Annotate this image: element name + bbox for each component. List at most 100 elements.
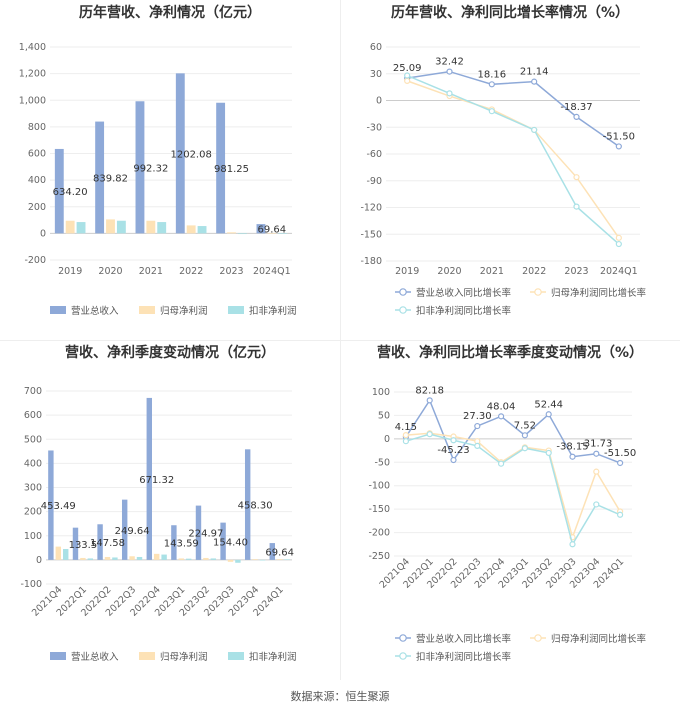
data-point: [474, 442, 481, 449]
legend-label: 归母净利润: [160, 305, 208, 317]
data-point: [521, 445, 528, 452]
y-tick-label: 1,400: [19, 42, 46, 53]
y-tick-label: 300: [24, 483, 42, 494]
data-label: 249.64: [115, 526, 150, 537]
y-tick-label: -90: [366, 176, 382, 187]
data-label: 7.52: [514, 420, 536, 431]
legend-marker: [399, 634, 407, 642]
y-tick-label: 500: [24, 434, 42, 445]
legend-label: 归母净利润: [160, 651, 208, 663]
y-tick-label: 600: [24, 410, 42, 421]
bar: [227, 559, 234, 562]
bar: [186, 558, 192, 560]
annual-amount-svg: 历年营收、净利情况（亿元） -200 0 200 400 600 800 1,000 1,200…: [19, 4, 297, 317]
y-tick-label: 400: [28, 175, 46, 186]
bar: [48, 450, 54, 560]
bar: [97, 524, 103, 560]
y-tick-label: 200: [28, 202, 46, 213]
legend-swatch: [139, 652, 155, 660]
bar: [87, 558, 94, 560]
annual-amount-chart: 历年营收、净利情况（亿元） -200 0 200 400 600 800 1,000 1,200…: [0, 0, 340, 340]
legend-swatch: [50, 652, 66, 660]
data-point: [615, 240, 622, 248]
bar: [76, 222, 86, 234]
bar: [276, 559, 283, 560]
legend: 营业总收入 归母净利润 扣非净利润: [50, 651, 297, 663]
bar: [63, 549, 69, 560]
y-tick-label: -30: [366, 122, 382, 133]
data-label: 18.16: [478, 69, 507, 80]
bar: [256, 224, 266, 234]
legend-swatch: [228, 306, 244, 314]
y-tick-label: -100: [20, 579, 42, 590]
bar: [178, 558, 185, 560]
data-point: [545, 449, 552, 457]
data-point: [488, 81, 495, 88]
legend-marker: [399, 652, 407, 660]
data-point: [593, 450, 600, 457]
bar: [121, 499, 128, 560]
data-point: [450, 456, 457, 464]
data-label: -51.50: [604, 448, 636, 459]
chart-title: 营收、净利季度变动情况（亿元）: [65, 344, 275, 361]
data-point: [426, 397, 433, 404]
legend-marker: [534, 288, 542, 296]
data-label: -38.15: [556, 442, 588, 453]
data-label: 143.59: [164, 539, 199, 550]
data-label: -18.37: [560, 102, 592, 113]
series-line: [407, 70, 620, 148]
x-tick-label: 2019: [395, 266, 419, 277]
x-tick-label: 2022: [179, 266, 203, 277]
annual-growth-svg: 历年营收、净利同比增长率情况（%） -180 -150 -120 -90 -60 -30 0 3…: [360, 4, 647, 317]
bar: [284, 559, 290, 560]
legend-marker: [534, 634, 542, 642]
bar: [244, 449, 251, 560]
bar: [269, 543, 275, 560]
legend-label: 扣非净利润同比增长率: [416, 651, 512, 663]
bar: [227, 232, 236, 234]
bar: [216, 102, 226, 234]
data-point: [521, 432, 528, 439]
legend-label: 扣非净利润同比增长率: [416, 305, 512, 317]
bar: [112, 557, 118, 560]
annual-growth-chart: 历年营收、净利同比增长率情况（%） -180 -150 -120 -90 -60 -30 0 3…: [340, 0, 680, 340]
bar: [210, 558, 217, 560]
y-tick-label: 1,000: [19, 95, 46, 106]
bar: [80, 557, 86, 560]
data-point: [573, 113, 580, 120]
bar: [161, 554, 167, 560]
chart-title: 历年营收、净利同比增长率情况（%）: [391, 4, 629, 21]
chart-title: 营收、净利同比增长率季度变动情况（%）: [377, 344, 643, 361]
data-point: [531, 126, 538, 134]
data-point: [617, 511, 624, 518]
legend-swatch: [50, 306, 66, 314]
bar: [104, 556, 111, 560]
bar: [106, 219, 115, 234]
x-tick-label: 2024Q1: [253, 266, 291, 277]
x-tick-label: 2020: [437, 266, 461, 277]
series-line: [406, 74, 620, 245]
data-label: -51.50: [603, 131, 635, 142]
x-tick-label: 2024Q1: [600, 266, 638, 277]
legend-label: 扣非净利润: [249, 305, 297, 317]
data-point: [569, 541, 576, 548]
y-tick-label: 800: [28, 122, 46, 133]
data-point: [545, 411, 552, 418]
data-label: 458.30: [238, 501, 273, 512]
bar: [55, 546, 62, 560]
y-tick-label: -180: [360, 256, 382, 267]
legend-label: 归母净利润同比增长率: [551, 633, 647, 645]
data-label: 1202.08: [170, 149, 211, 160]
data-label: -31.73: [580, 439, 612, 450]
series-line: [405, 432, 621, 540]
data-point: [617, 459, 624, 467]
data-label: 21.14: [520, 67, 549, 78]
legend-label: 扣非净利润: [249, 651, 297, 663]
y-tick-label: 0: [40, 228, 46, 239]
x-tick-label: 2021: [480, 266, 504, 277]
y-tick-label: -100: [368, 481, 390, 492]
bar: [171, 525, 177, 560]
data-point: [450, 437, 457, 444]
